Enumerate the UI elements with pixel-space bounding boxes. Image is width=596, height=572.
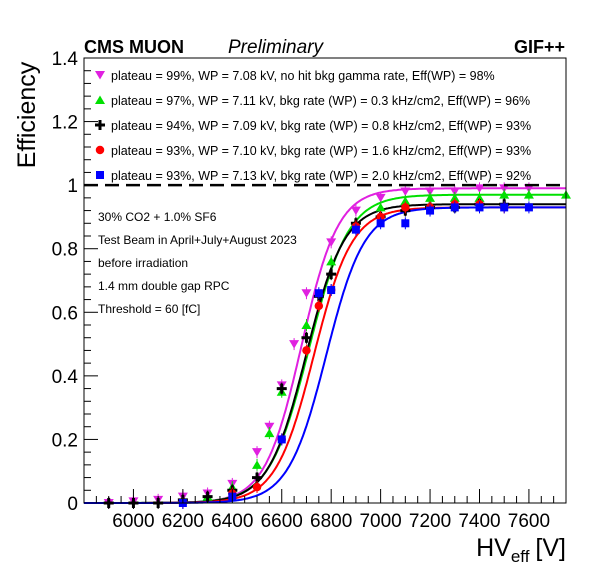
x-tick-label: 6000 xyxy=(112,511,154,532)
data-point xyxy=(252,482,262,492)
legend-entry-label: plateau = 93%, WP = 7.13 kV, bkg rate (W… xyxy=(111,169,531,183)
y-axis-label: Efficiency xyxy=(13,61,41,168)
x-tick-label: 6800 xyxy=(310,511,352,532)
legend-entry-label: plateau = 97%, WP = 7.11 kV, bkg rate (W… xyxy=(111,94,530,108)
data-point xyxy=(264,428,275,438)
data-point xyxy=(95,71,105,80)
data-point xyxy=(376,219,385,228)
data-point xyxy=(375,193,386,203)
data-point xyxy=(252,460,263,469)
data-point xyxy=(524,203,533,212)
data-point xyxy=(301,332,312,343)
data-point xyxy=(499,184,510,193)
x-tick-label: 6200 xyxy=(162,511,204,532)
data-point xyxy=(302,346,311,355)
data-point xyxy=(425,193,436,202)
x-axis-label-unit: [V] xyxy=(535,534,566,562)
y-tick-label: 0 xyxy=(67,494,78,515)
x-tick-label: 7600 xyxy=(508,511,550,532)
annotations: 30% CO2 + 1.0% SF6 Test Beam in April+Jul… xyxy=(98,210,297,316)
y-tick-label: 0.8 xyxy=(52,240,78,261)
data-point xyxy=(523,190,534,199)
y-tick-label: 1 xyxy=(67,176,78,197)
data-point xyxy=(277,435,286,444)
legend-entry-label: plateau = 93%, WP = 7.10 kV, bkg rate (W… xyxy=(111,144,531,158)
data-point xyxy=(523,184,534,193)
data-point xyxy=(301,289,312,298)
data-point xyxy=(351,225,360,234)
x-tick-label: 7400 xyxy=(458,511,500,532)
data-point xyxy=(375,202,386,212)
data-point xyxy=(314,301,324,311)
data-point xyxy=(276,383,287,394)
data-point xyxy=(96,171,104,179)
data-point xyxy=(499,190,510,199)
data-point xyxy=(475,203,484,212)
data-point xyxy=(474,184,485,193)
legend: plateau = 99%, WP = 7.08 kV, no hit bkg … xyxy=(95,69,531,183)
y-tick-label: 1.2 xyxy=(52,113,78,134)
header-middle: Preliminary xyxy=(228,37,325,58)
data-point xyxy=(327,286,336,295)
data-point xyxy=(252,448,263,457)
annotation-text: Threshold = 60 [fC] xyxy=(98,302,200,316)
data-point xyxy=(401,203,410,212)
y-tick-label: 0.4 xyxy=(52,367,79,388)
y-tick-label: 1.4 xyxy=(52,49,79,70)
annotation-text: before irradiation xyxy=(98,256,188,270)
data-point xyxy=(95,95,105,104)
x-axis-label: HVeff [V] xyxy=(476,534,566,566)
y-tick-label: 0.2 xyxy=(52,430,78,451)
data-point xyxy=(400,196,411,206)
data-point xyxy=(400,187,411,196)
data-point xyxy=(326,256,337,266)
data-point xyxy=(95,120,105,130)
data-point xyxy=(289,340,300,349)
plot-frame xyxy=(83,57,567,504)
axes: 6000 6200 6400 6600 6800 7000 7200 7400 7600 0 0.2… xyxy=(52,49,567,532)
y-tick-label: 0.6 xyxy=(52,303,78,324)
x-tick-label: 6400 xyxy=(211,511,253,532)
annotation-text: 30% CO2 + 1.0% SF6 xyxy=(98,210,217,224)
header-left: CMS MUON xyxy=(84,37,184,57)
data-point xyxy=(449,193,460,202)
x-tick-label: 6600 xyxy=(261,511,303,532)
data-point xyxy=(426,206,435,215)
data-point xyxy=(264,422,275,432)
data-point xyxy=(474,193,485,202)
x-axis-label-sub: eff xyxy=(511,547,530,566)
data-point xyxy=(326,269,337,280)
x-tick-label: 7000 xyxy=(359,511,401,532)
x-axis-label-main: HV xyxy=(476,534,511,562)
legend-entry-label: plateau = 94%, WP = 7.09 kV, bkg rate (W… xyxy=(111,119,531,133)
data-point xyxy=(350,206,361,216)
data-point xyxy=(314,289,323,298)
data-point xyxy=(500,203,509,212)
header-right: GIF++ xyxy=(514,37,565,57)
x-tick-label: 7200 xyxy=(409,511,451,532)
annotation-text: Test Beam in April+July+August 2023 xyxy=(98,233,297,247)
legend-entry-label: plateau = 99%, WP = 7.08 kV, no hit bkg … xyxy=(111,69,495,83)
data-point xyxy=(252,472,263,483)
data-point xyxy=(450,203,459,212)
data-point xyxy=(95,145,105,155)
data-point xyxy=(301,320,312,329)
annotation-text: 1.4 mm double gap RPC xyxy=(98,279,230,293)
data-point xyxy=(326,238,337,247)
data-point xyxy=(449,187,460,196)
data-point xyxy=(401,219,410,228)
data-point xyxy=(376,212,385,222)
data-points xyxy=(103,182,571,509)
data-point xyxy=(425,187,436,196)
